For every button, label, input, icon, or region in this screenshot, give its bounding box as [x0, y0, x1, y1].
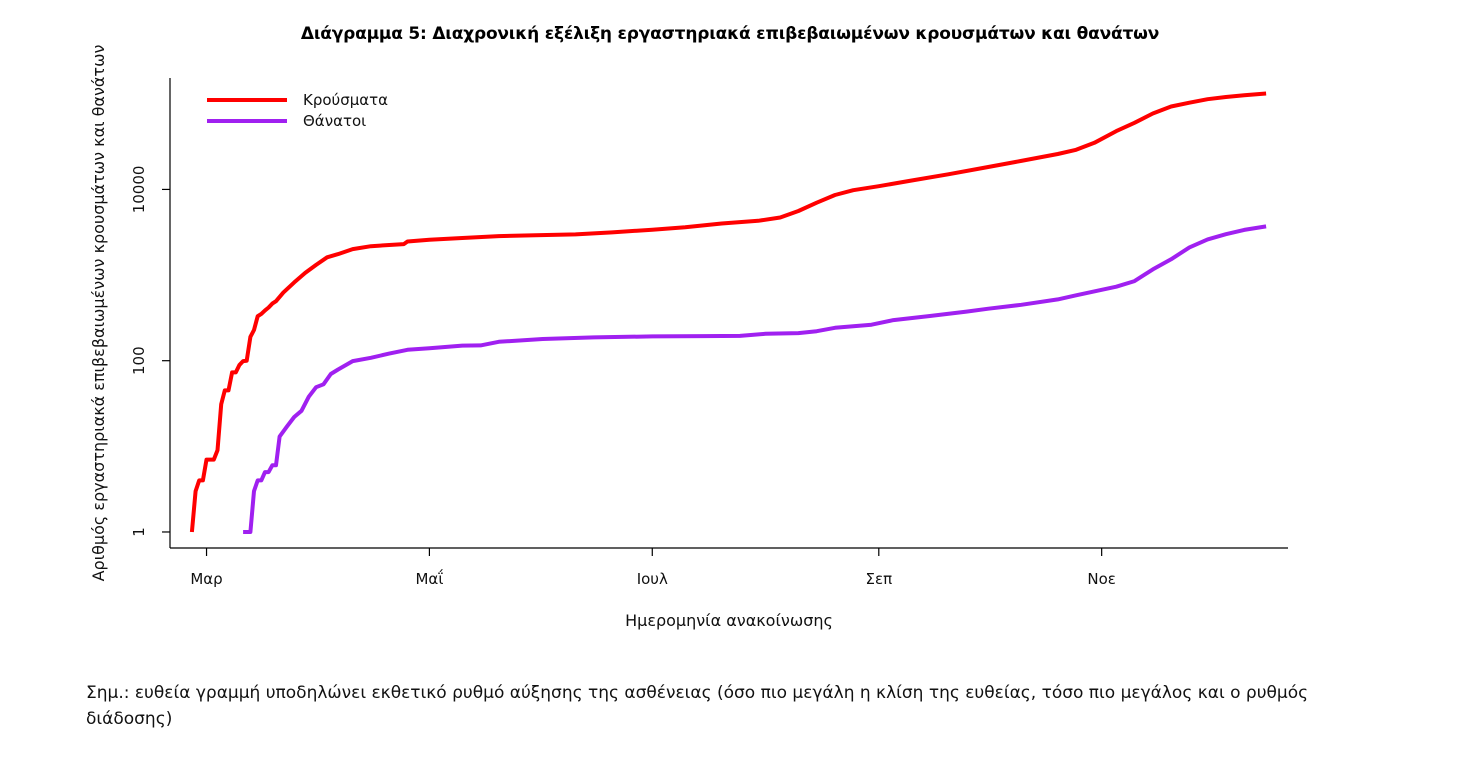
chart-svg: 1 100 10000 Μαρ Μαΐ Ιουλ Σεπ Νοε Κρούσματα Θάνα…: [89, 45, 1288, 630]
x-tick-label: Σεπ: [865, 570, 892, 588]
series-line-deaths: [243, 224, 1267, 534]
x-tick-label: Μαρ: [190, 570, 222, 588]
y-tick-label: 10000: [130, 166, 148, 214]
y-tick-label: 100: [130, 346, 148, 375]
chart-title: Διάγραμμα 5: Διαχρονική εξέλιξη εργαστηρ…: [300, 24, 1160, 44]
x-ticks: Μαρ Μαΐ Ιουλ Σεπ Νοε: [190, 548, 1116, 588]
y-ticks: 1 100 10000: [130, 166, 170, 537]
legend-label-deaths: Θάνατοι: [303, 112, 366, 130]
series: [189, 91, 1267, 534]
axes: [169, 78, 1288, 549]
y-axis-label: Αριθμός εργαστηριακά επιβεβαιωμένων κρου…: [89, 45, 108, 582]
x-axis-label: Ημερομηνία ανακοίνωσης: [625, 611, 833, 630]
x-tick-label: Μαΐ: [415, 568, 443, 588]
series-line-cases: [189, 91, 1267, 533]
legend-label-cases: Κρούσματα: [303, 91, 388, 109]
y-tick-label: 1: [130, 527, 148, 537]
x-tick-label: Ιουλ: [637, 570, 668, 588]
footnote: Σημ.: ευθεία γραμμή υποδηλώνει εκθετικό …: [86, 683, 1309, 729]
legend: Κρούσματα Θάνατοι: [207, 91, 388, 130]
x-tick-label: Νοε: [1087, 570, 1116, 588]
